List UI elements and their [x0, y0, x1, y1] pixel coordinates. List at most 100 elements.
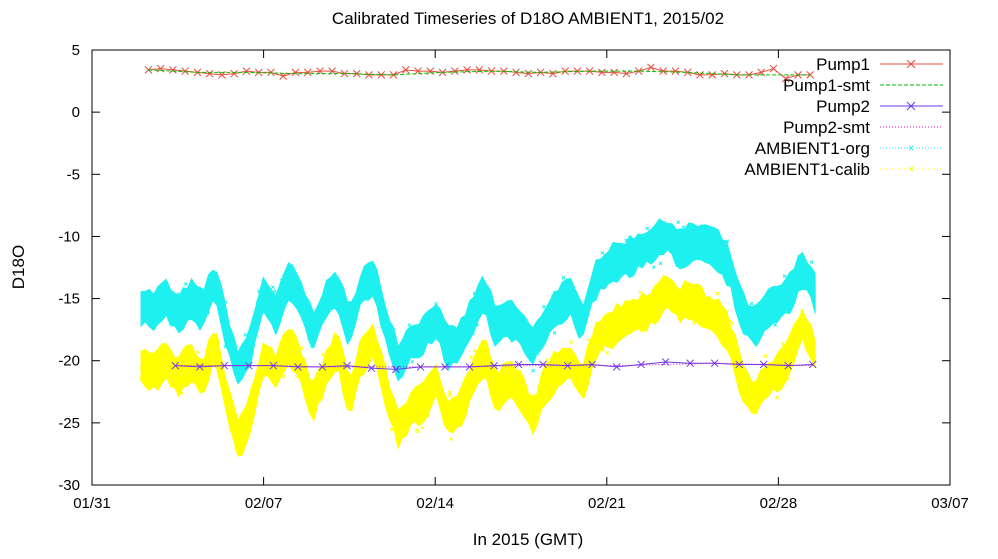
data-point [434, 302, 438, 306]
data-point [784, 284, 788, 288]
y-tick-label: -10 [58, 228, 80, 245]
data-point [781, 74, 790, 83]
data-point [196, 350, 200, 355]
data-point [140, 320, 144, 324]
data-point [806, 71, 815, 79]
data-point [294, 363, 302, 371]
data-point [549, 69, 557, 78]
data-point [307, 336, 311, 341]
data-point [279, 72, 288, 80]
data-point [449, 437, 453, 441]
data-point [662, 220, 667, 225]
data-point [309, 344, 314, 349]
data-point [243, 332, 248, 337]
data-point [708, 71, 717, 79]
data-point [561, 317, 566, 322]
data-point [786, 376, 790, 381]
data-point [775, 395, 779, 400]
data-point [193, 370, 198, 374]
data-point [169, 311, 174, 316]
data-point [449, 338, 453, 343]
data-point [455, 344, 460, 348]
y-tick-label: 5 [72, 42, 80, 59]
data-point [601, 348, 605, 352]
data-point [448, 393, 452, 398]
data-point [389, 71, 398, 79]
data-point [705, 312, 710, 317]
data-point [715, 291, 720, 296]
data-point [220, 361, 229, 370]
data-point [410, 359, 415, 364]
x-tick-label: 02/07 [245, 495, 283, 512]
data-point [676, 220, 681, 225]
data-point [514, 360, 523, 369]
data-point [636, 303, 641, 308]
data-point [725, 271, 730, 276]
y-axis-label: D18O [9, 245, 28, 289]
data-point [575, 307, 579, 312]
data-point [352, 69, 361, 78]
data-point [363, 288, 368, 293]
y-tick-label: -5 [67, 166, 80, 183]
data-point [389, 427, 394, 432]
data-point [463, 66, 471, 74]
data-point [681, 225, 686, 230]
data-point [548, 317, 553, 322]
data-point [169, 351, 173, 356]
data-point [611, 256, 616, 261]
data-point [571, 366, 576, 370]
data-point [299, 346, 304, 350]
data-point [291, 68, 300, 77]
data-point [180, 391, 184, 395]
data-point [362, 293, 367, 298]
data-point [782, 274, 787, 279]
legend-entry: Pump1 [816, 55, 943, 74]
data-point [587, 338, 591, 342]
data-point [161, 282, 166, 287]
data-point [245, 430, 250, 435]
data-point [739, 313, 744, 317]
data-point [572, 301, 577, 306]
data-point [599, 345, 604, 350]
data-point [442, 399, 447, 403]
data-point [552, 331, 557, 335]
data-point [278, 352, 283, 357]
data-point [234, 353, 239, 357]
data-point [661, 303, 665, 308]
data-point [651, 265, 656, 270]
legend-label: Pump1-smt [783, 76, 870, 95]
y-tick-label: -20 [58, 353, 80, 370]
y-tick-label: -25 [58, 415, 80, 432]
data-point [769, 64, 778, 73]
x-tick-label: 02/21 [588, 495, 626, 512]
legend-marker [906, 101, 916, 111]
data-point [375, 354, 380, 359]
y-tick-label: -15 [58, 291, 80, 308]
data-point [733, 368, 738, 372]
data-point [629, 273, 634, 278]
data-point [172, 370, 176, 375]
data-point [270, 285, 275, 290]
data-point [680, 229, 685, 234]
data-point [176, 371, 181, 375]
data-point [355, 375, 360, 380]
data-point [687, 229, 691, 234]
data-point [215, 338, 220, 343]
data-point [645, 226, 650, 231]
data-point [689, 239, 693, 244]
legend-label: Pump1 [816, 55, 870, 74]
data-point [405, 419, 410, 424]
data-point [582, 394, 586, 398]
data-point [416, 422, 421, 426]
data-point [735, 360, 744, 369]
data-point [569, 340, 573, 344]
data-point [454, 357, 459, 361]
data-point [376, 371, 381, 375]
data-point [639, 328, 644, 333]
data-point [206, 311, 210, 316]
data-point [559, 312, 564, 317]
data-point [692, 321, 697, 326]
data-point [742, 387, 746, 391]
data-point [152, 356, 157, 360]
data-point [728, 277, 733, 282]
